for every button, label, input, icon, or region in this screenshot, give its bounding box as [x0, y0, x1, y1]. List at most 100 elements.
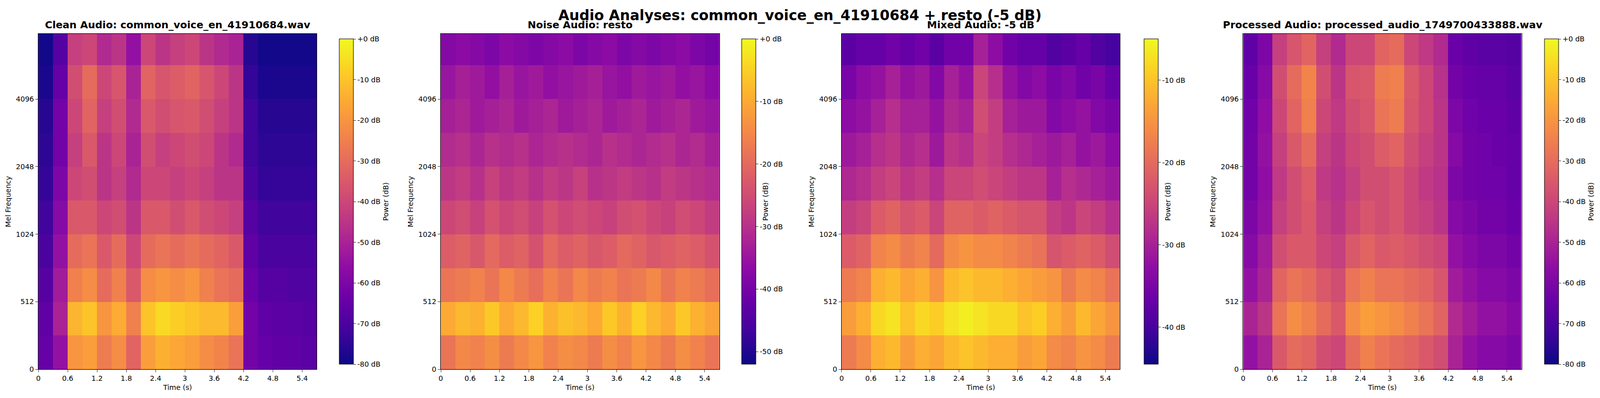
svg-text:-40 dB: -40 dB	[1562, 197, 1586, 206]
svg-text:0: 0	[29, 365, 34, 374]
svg-text:+0 dB: +0 dB	[357, 34, 380, 43]
svg-text:3: 3	[1387, 374, 1392, 383]
svg-text:4.2: 4.2	[1041, 374, 1053, 383]
svg-text:2.4: 2.4	[552, 374, 564, 383]
svg-text:-80 dB: -80 dB	[357, 359, 381, 369]
svg-text:512: 512	[1225, 297, 1240, 306]
svg-text:Power (dB): Power (dB)	[381, 182, 390, 221]
svg-text:Time (s): Time (s)	[162, 383, 192, 392]
svg-text:Noise Audio: resto: Noise Audio: resto	[527, 18, 633, 31]
svg-text:512: 512	[823, 297, 838, 306]
svg-text:-30 dB: -30 dB	[759, 222, 784, 231]
svg-text:-40 dB: -40 dB	[357, 197, 381, 206]
svg-text:+0 dB: +0 dB	[1562, 34, 1585, 43]
svg-text:1.2: 1.2	[493, 374, 505, 383]
svg-text:4.8: 4.8	[267, 374, 279, 383]
svg-text:1024: 1024	[418, 230, 437, 239]
svg-text:4096: 4096	[818, 94, 838, 103]
svg-text:1.2: 1.2	[894, 374, 906, 383]
svg-text:3: 3	[986, 374, 991, 383]
svg-text:-50 dB: -50 dB	[1562, 238, 1586, 247]
svg-text:0: 0	[431, 365, 437, 374]
svg-text:0: 0	[36, 374, 41, 383]
svg-text:0: 0	[832, 365, 838, 374]
svg-text:4096: 4096	[1220, 94, 1240, 103]
svg-text:Audio Analyses: common_voice_e: Audio Analyses: common_voice_en_41910684…	[558, 7, 1042, 24]
svg-text:Mel Frequency: Mel Frequency	[1208, 175, 1217, 227]
svg-text:Time (s): Time (s)	[965, 383, 996, 392]
svg-text:-20 dB: -20 dB	[1562, 116, 1586, 125]
svg-text:-30 dB: -30 dB	[357, 157, 381, 166]
svg-text:4.8: 4.8	[1070, 374, 1082, 383]
svg-text:-80 dB: -80 dB	[1562, 359, 1586, 369]
svg-text:3.6: 3.6	[208, 374, 220, 383]
svg-text:3.6: 3.6	[1011, 374, 1023, 383]
svg-text:-40 dB: -40 dB	[1162, 323, 1186, 332]
svg-text:Power (dB): Power (dB)	[1586, 182, 1595, 221]
svg-text:4.8: 4.8	[1472, 374, 1484, 383]
svg-text:-30 dB: -30 dB	[1562, 157, 1586, 166]
svg-text:0: 0	[839, 374, 844, 383]
svg-text:3: 3	[585, 374, 590, 383]
svg-text:1.8: 1.8	[120, 374, 132, 383]
svg-text:4.2: 4.2	[640, 374, 652, 383]
svg-text:5.4: 5.4	[699, 374, 711, 383]
svg-text:0: 0	[1234, 365, 1240, 374]
svg-text:1024: 1024	[16, 230, 35, 239]
svg-text:0: 0	[1241, 374, 1246, 383]
svg-text:-60 dB: -60 dB	[357, 278, 381, 287]
svg-text:0: 0	[438, 374, 444, 383]
svg-text:2048: 2048	[1220, 162, 1240, 171]
svg-text:0.6: 0.6	[62, 374, 74, 383]
svg-text:1.2: 1.2	[91, 374, 103, 383]
svg-text:Mel Frequency: Mel Frequency	[807, 175, 816, 227]
svg-text:Power (dB): Power (dB)	[1163, 182, 1172, 221]
svg-text:2048: 2048	[16, 162, 35, 171]
svg-text:5.4: 5.4	[1099, 374, 1111, 383]
svg-text:2.4: 2.4	[953, 374, 965, 383]
svg-text:2048: 2048	[418, 162, 437, 171]
svg-text:-40 dB: -40 dB	[759, 284, 784, 293]
svg-text:1.8: 1.8	[523, 374, 535, 383]
svg-text:-50 dB: -50 dB	[759, 347, 784, 356]
svg-text:4.2: 4.2	[1442, 374, 1454, 383]
svg-text:3.6: 3.6	[610, 374, 623, 383]
svg-text:4.2: 4.2	[237, 374, 249, 383]
svg-text:5.4: 5.4	[1501, 374, 1513, 383]
svg-text:+0 dB: +0 dB	[759, 34, 783, 43]
svg-text:Processed Audio: processed_aud: Processed Audio: processed_audio_1749700…	[1222, 18, 1543, 31]
svg-text:0.6: 0.6	[865, 374, 877, 383]
svg-text:-10 dB: -10 dB	[1562, 75, 1586, 84]
svg-text:2048: 2048	[818, 162, 838, 171]
svg-text:1.8: 1.8	[923, 374, 936, 383]
svg-text:1024: 1024	[1220, 230, 1240, 239]
svg-text:-60 dB: -60 dB	[1562, 278, 1586, 287]
svg-text:Time (s): Time (s)	[1367, 383, 1398, 392]
svg-text:0.6: 0.6	[464, 374, 476, 383]
svg-text:5.4: 5.4	[296, 374, 308, 383]
svg-text:-30 dB: -30 dB	[1162, 240, 1186, 249]
svg-text:Clean Audio: common_voice_en_4: Clean Audio: common_voice_en_41910684.wa…	[44, 18, 311, 31]
svg-text:Mixed Audio: -5 dB: Mixed Audio: -5 dB	[926, 18, 1035, 31]
svg-text:3: 3	[182, 374, 188, 383]
svg-text:1024: 1024	[818, 230, 838, 239]
svg-text:512: 512	[20, 297, 35, 306]
svg-text:-10 dB: -10 dB	[357, 75, 381, 84]
svg-text:512: 512	[423, 297, 437, 306]
svg-text:-50 dB: -50 dB	[357, 238, 381, 247]
svg-text:0.6: 0.6	[1266, 374, 1278, 383]
svg-text:Time (s): Time (s)	[564, 383, 595, 392]
svg-text:1.8: 1.8	[1325, 374, 1337, 383]
svg-text:-20 dB: -20 dB	[357, 116, 381, 125]
svg-text:-10 dB: -10 dB	[1162, 76, 1186, 85]
svg-text:2.4: 2.4	[149, 374, 162, 383]
svg-text:1.2: 1.2	[1296, 374, 1308, 383]
svg-text:-20 dB: -20 dB	[759, 160, 784, 169]
svg-text:Mel Frequency: Mel Frequency	[4, 175, 13, 227]
svg-text:-70 dB: -70 dB	[1562, 319, 1586, 328]
svg-text:-10 dB: -10 dB	[759, 97, 784, 106]
svg-text:4096: 4096	[418, 94, 437, 103]
svg-text:4096: 4096	[16, 94, 35, 103]
svg-text:3.6: 3.6	[1413, 374, 1425, 383]
svg-text:-70 dB: -70 dB	[357, 319, 381, 328]
